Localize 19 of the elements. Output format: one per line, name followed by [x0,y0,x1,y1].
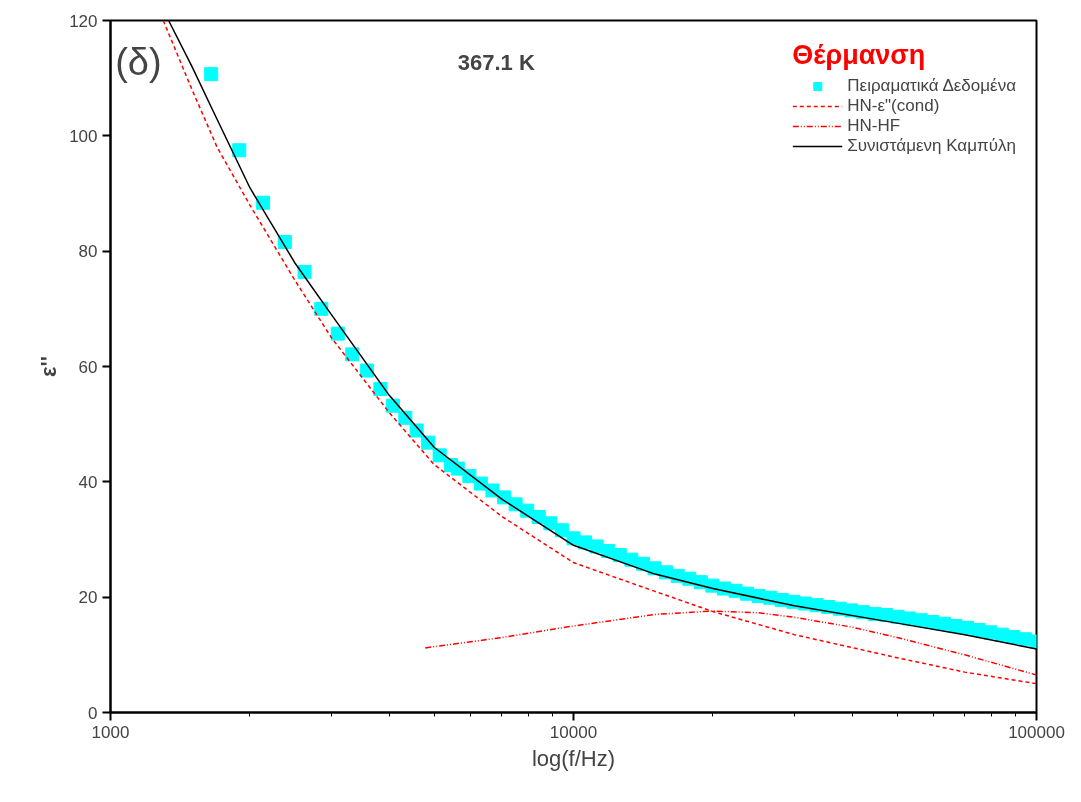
y-tick-label: 0 [88,703,98,723]
x-tick-label: 100000 [1008,722,1065,742]
y-tick-label: 60 [78,357,98,377]
y-tick-label: 120 [69,11,98,31]
y-tick-label: 20 [78,588,98,608]
legend-label: HN-ε"(cond) [847,96,940,116]
x-tick-label: 1000 [91,722,130,742]
x-axis-title: log(f/Hz) [531,745,616,771]
legend-label: Συνιστάμενη Καμπύλη [847,136,1016,156]
x-tick-label: 10000 [549,722,598,742]
annotation: (δ) [115,41,162,84]
legend-label: HN-HF [847,116,901,136]
text: 367.1 K [457,49,535,75]
y-tick-label: 40 [78,472,98,492]
y-axis-title: ε'' [36,356,62,377]
y-tick-label: 80 [78,242,98,262]
y-tick-label: 100 [69,126,98,146]
legend-title: Θέρμανση [792,40,927,71]
legend-label: Πειραματικά Δεδομένα [847,76,1016,96]
